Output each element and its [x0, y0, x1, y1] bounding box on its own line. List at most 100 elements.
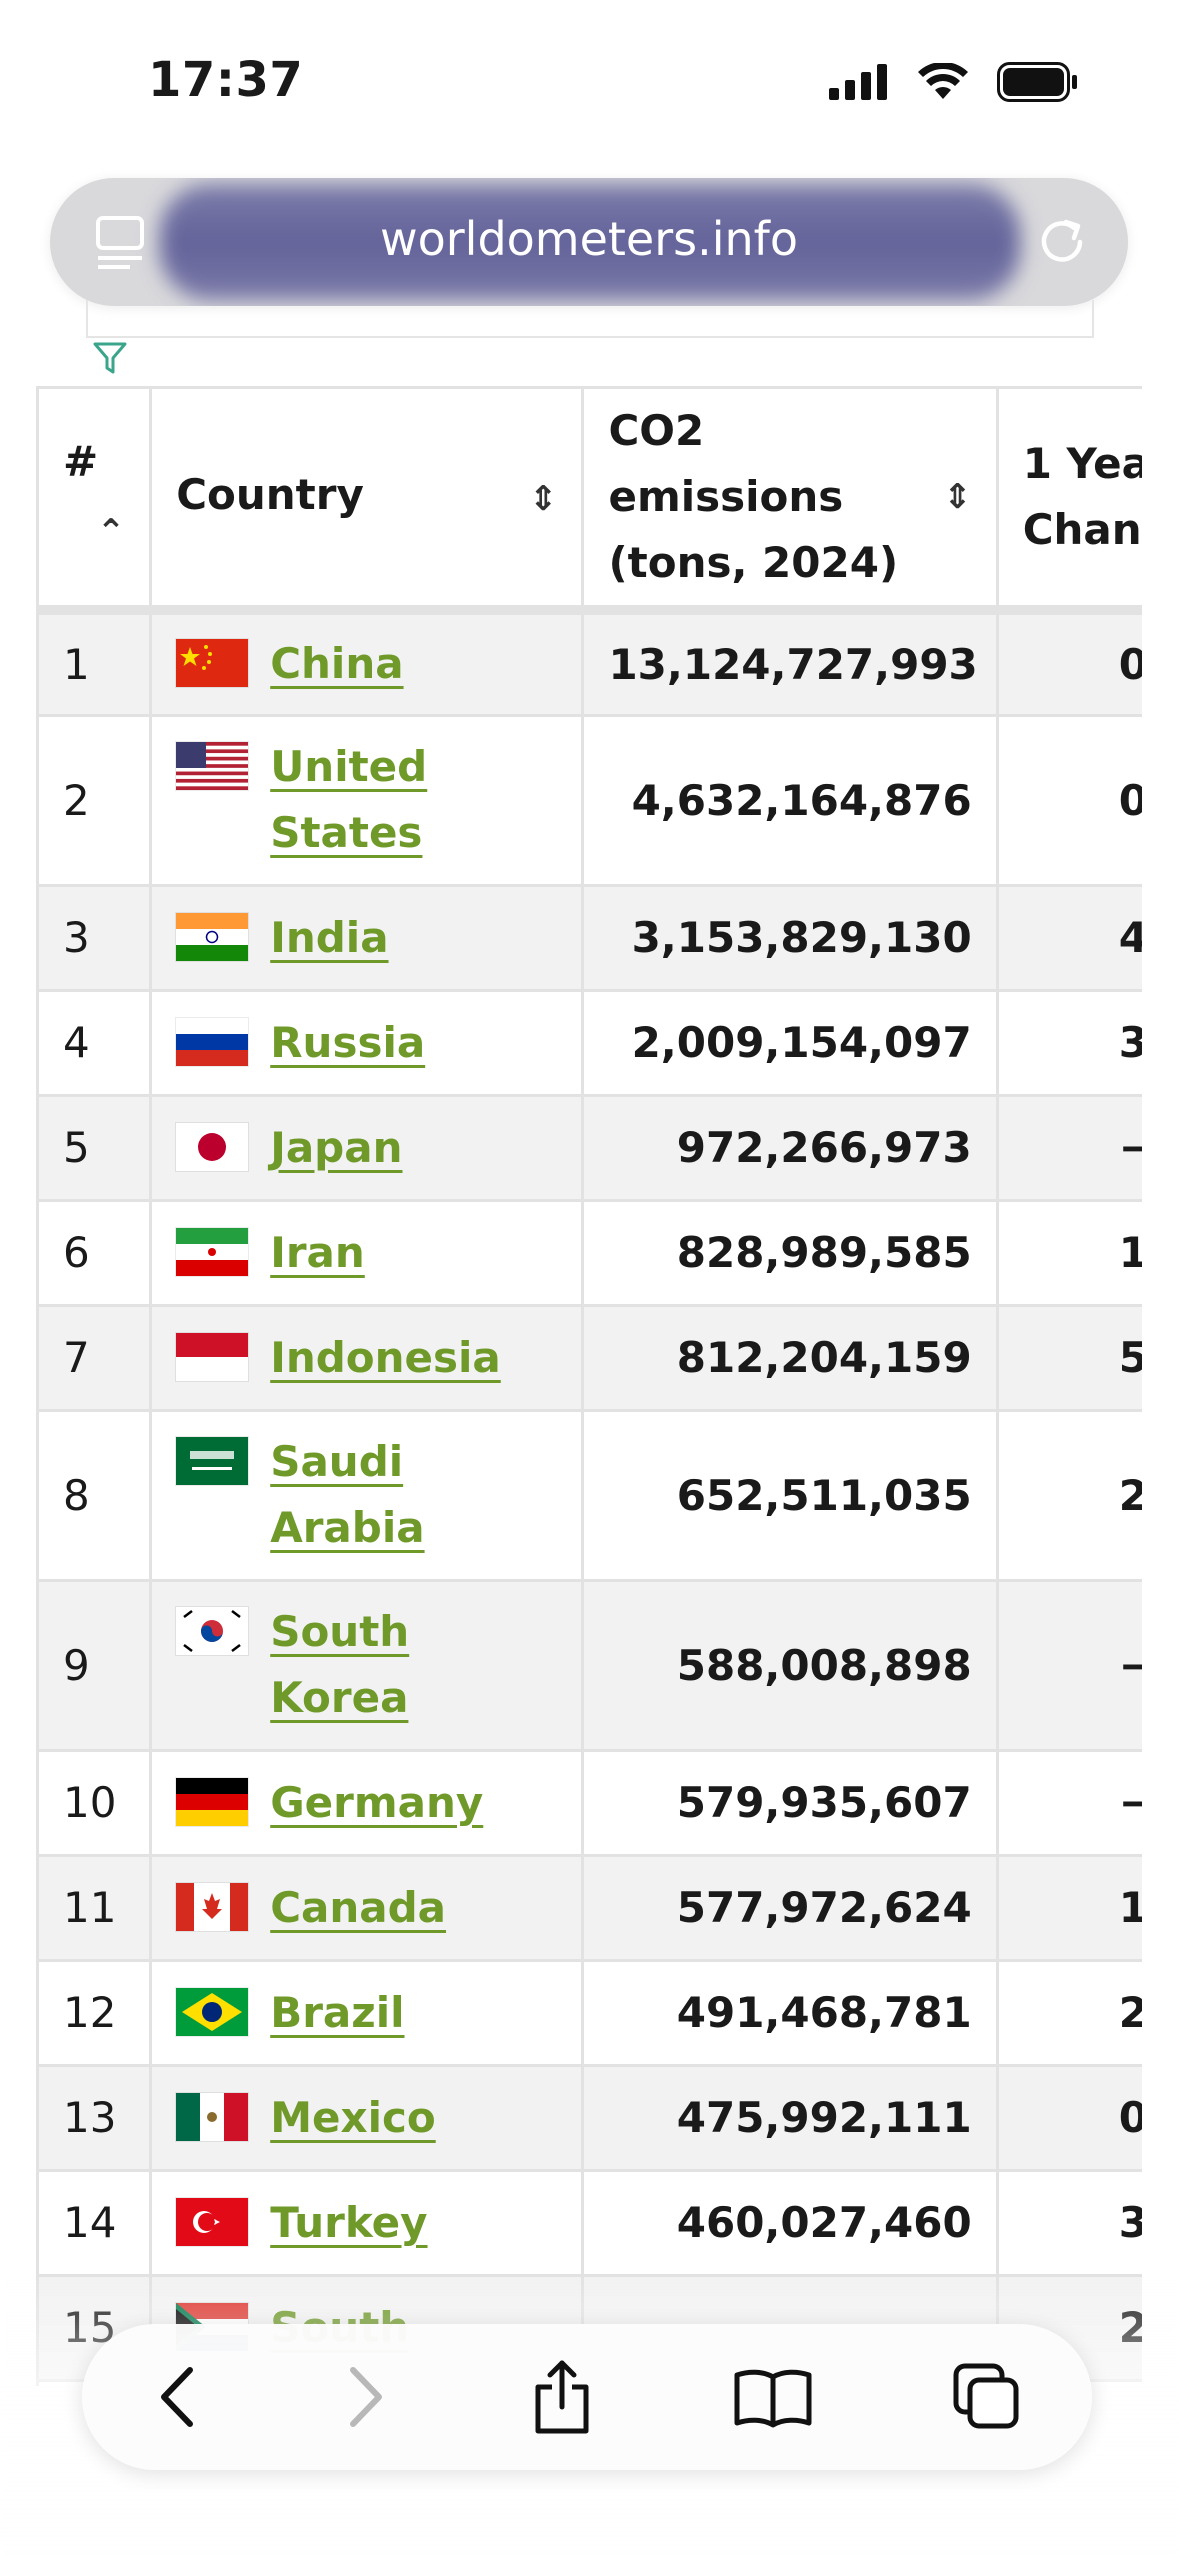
country-link[interactable]: Saudi Arabia: [270, 1437, 425, 1552]
country-cell: United States: [149, 713, 585, 887]
rank-cell: 12: [36, 1958, 153, 2067]
flag-icon: [176, 1987, 249, 2036]
header-country-label: Country: [176, 470, 364, 519]
reload-icon[interactable]: [1034, 214, 1090, 274]
forward-icon[interactable]: [341, 2362, 391, 2432]
header-country[interactable]: Country ⇕: [149, 386, 585, 615]
country-link[interactable]: Brazil: [270, 1987, 405, 2037]
country-link[interactable]: India: [270, 912, 389, 962]
year-change-cell: −0.4: [995, 1578, 1142, 1752]
year-change-cell: 3.04: [995, 2168, 1142, 2277]
year-change-cell: 0.3: [995, 713, 1142, 887]
table-row: 9 South Korea 588,008,898−0.4: [36, 1578, 1142, 1752]
flag-icon: [176, 1882, 249, 1931]
tabs-icon[interactable]: [952, 2362, 1022, 2432]
country-cell: China: [149, 608, 585, 717]
country-link[interactable]: Germany: [270, 1777, 484, 1827]
reader-menu-icon[interactable]: [94, 214, 148, 274]
year-change-cell: 2.34: [995, 1958, 1142, 2067]
co2-cell: 579,935,607: [581, 1748, 999, 1857]
country-cell: Turkey: [149, 2168, 585, 2277]
header-rank-label: #: [63, 437, 99, 486]
year-change-cell: −3.01: [995, 1093, 1142, 1202]
year-change-cell: −1.65: [995, 1748, 1142, 1857]
co2-cell: 3,153,829,130: [581, 883, 999, 992]
flag-icon: [176, 1777, 249, 1826]
table-row: 5 Japan 972,266,973−3.01: [36, 1093, 1142, 1202]
country-link[interactable]: Turkey: [270, 2197, 428, 2247]
header-change-line2: Change: [1022, 505, 1142, 554]
co2-cell: 812,204,159: [581, 1303, 999, 1412]
country-cell: Japan: [149, 1093, 585, 1202]
country-cell: Iran: [149, 1198, 585, 1307]
share-icon[interactable]: [530, 2359, 594, 2435]
header-rank[interactable]: # ⌃: [36, 386, 153, 615]
co2-cell: 460,027,460: [581, 2168, 999, 2277]
table-row: 10 Germany 579,935,607−1.65: [36, 1748, 1142, 1857]
sort-icon[interactable]: ⌃: [96, 512, 126, 552]
flag-icon: [176, 2092, 249, 2141]
co2-cell: 577,972,624: [581, 1853, 999, 1962]
country-cell: Brazil: [149, 1958, 585, 2067]
status-icons: [829, 62, 1079, 102]
country-cell: Saudi Arabia: [149, 1408, 585, 1582]
flag-icon: [176, 1017, 249, 1066]
co2-cell: 652,511,035: [581, 1408, 999, 1582]
country-link[interactable]: China: [270, 639, 404, 689]
year-change-cell: 0.08: [995, 2063, 1142, 2172]
country-link[interactable]: Mexico: [270, 2092, 436, 2142]
sort-icon[interactable]: ⇕: [528, 479, 558, 519]
url-text[interactable]: worldometers.info: [379, 212, 799, 266]
rank-cell: 5: [36, 1093, 153, 1202]
co2-cell: 828,989,585: [581, 1198, 999, 1307]
cellular-signal-icon: [829, 64, 887, 100]
year-change-cell: 5.13: [995, 1303, 1142, 1412]
country-cell: Canada: [149, 1853, 585, 1962]
sort-icon[interactable]: ⇕: [943, 477, 972, 517]
flag-icon: [176, 1607, 249, 1655]
wifi-icon: [918, 63, 968, 99]
country-cell: India: [149, 883, 585, 992]
rank-cell: 11: [36, 1853, 153, 1962]
country-cell: South Korea: [149, 1578, 585, 1752]
rank-cell: 4: [36, 988, 153, 1097]
country-link[interactable]: Canada: [270, 1882, 447, 1932]
country-cell: Russia: [149, 988, 585, 1097]
country-link[interactable]: Iran: [270, 1227, 365, 1277]
flag-icon: [176, 912, 249, 961]
address-bar[interactable]: worldometers.info: [50, 178, 1128, 306]
rank-cell: 9: [36, 1578, 153, 1752]
header-co2-line2: emissions: [608, 472, 844, 521]
rank-cell: 8: [36, 1408, 153, 1582]
flag-icon: [176, 1227, 249, 1276]
header-co2[interactable]: ⇕ CO2 emissions (tons, 2024): [581, 386, 999, 615]
country-link[interactable]: United States: [270, 742, 428, 857]
flag-icon: [176, 1122, 249, 1171]
bookmarks-icon[interactable]: [733, 2365, 813, 2429]
header-year-change[interactable]: 1 Year Change: [995, 386, 1142, 615]
rank-cell: 10: [36, 1748, 153, 1857]
rank-cell: 2: [36, 713, 153, 887]
country-link[interactable]: Indonesia: [270, 1332, 501, 1382]
rank-cell: 3: [36, 883, 153, 992]
status-time: 17:37: [148, 52, 304, 108]
ad-choices-icon[interactable]: [92, 340, 128, 376]
year-change-cell: 0.79: [995, 608, 1142, 717]
country-cell: Indonesia: [149, 1303, 585, 1412]
flag-icon: [176, 639, 249, 688]
country-cell: Germany: [149, 1748, 585, 1857]
country-link[interactable]: Russia: [270, 1017, 426, 1067]
country-link[interactable]: South Korea: [270, 1607, 410, 1722]
back-icon[interactable]: [152, 2362, 202, 2432]
country-link[interactable]: Japan: [270, 1122, 403, 1172]
co2-cell: 491,468,781: [581, 1958, 999, 2067]
